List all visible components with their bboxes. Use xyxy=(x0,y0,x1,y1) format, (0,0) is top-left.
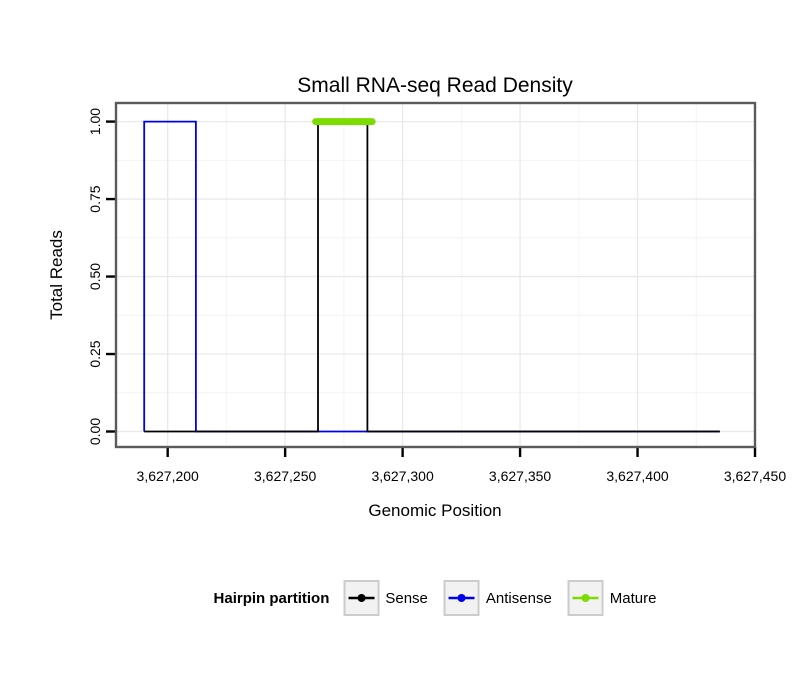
legend-key-mature-icon xyxy=(567,580,604,616)
x-axis-label: Genomic Position xyxy=(368,501,502,520)
legend-label-mature: Mature xyxy=(609,589,657,607)
y-tick-label: 0.50 xyxy=(87,263,103,290)
y-tick-label: 0.25 xyxy=(87,340,103,367)
x-tick-label: 3,627,200 xyxy=(137,468,199,484)
legend-title: Hairpin partition xyxy=(213,589,330,607)
legend-item-mature: Mature xyxy=(567,580,657,616)
panel-border xyxy=(114,101,757,449)
x-tick-label: 3,627,300 xyxy=(371,468,433,484)
legend-item-antisense: Antisense xyxy=(443,580,552,616)
legend-label-antisense: Antisense xyxy=(485,589,552,607)
x-tick-label: 3,627,400 xyxy=(606,468,668,484)
x-tick-label: 3,627,450 xyxy=(724,468,786,484)
legend-key-sense-icon xyxy=(343,580,380,616)
panel-background xyxy=(116,103,755,447)
legend-glyph-antisense xyxy=(448,594,475,602)
plot-area: 3,627,200 3,627,250 3,627,300 3,627,350 3,62… xyxy=(87,101,786,484)
y-tick-label: 0.00 xyxy=(87,418,103,445)
chart-title: Small RNA-seq Read Density xyxy=(297,74,573,97)
legend-item-sense: Sense xyxy=(343,580,428,616)
y-tick-label: 0.75 xyxy=(87,185,103,212)
legend-label-sense: Sense xyxy=(385,589,428,607)
legend-items: Sense Antisense Mature xyxy=(343,580,656,616)
y-tick-label: 1.00 xyxy=(87,108,103,135)
x-tick-label: 3,627,250 xyxy=(254,468,316,484)
legend-glyph-sense xyxy=(348,594,375,602)
legend-glyph-mature xyxy=(572,594,599,602)
legend-key-antisense-icon xyxy=(443,580,480,616)
x-tick-label: 3,627,350 xyxy=(489,468,551,484)
legend: Hairpin partition Sense Antisense Mature xyxy=(213,580,656,616)
